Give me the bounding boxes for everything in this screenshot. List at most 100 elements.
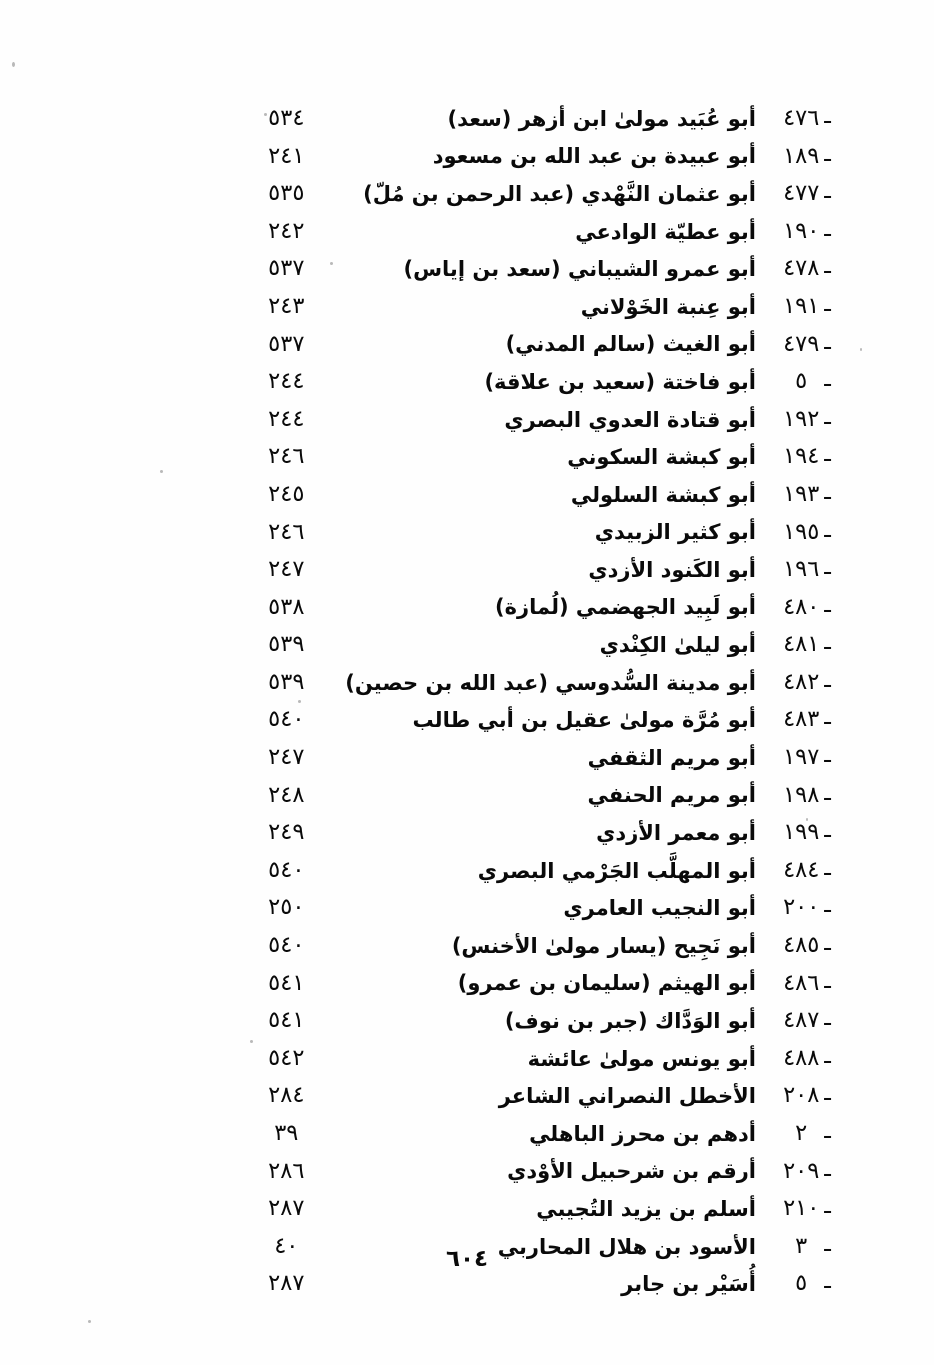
entry-dash: ـ bbox=[824, 478, 831, 505]
entry-dash: ـ bbox=[824, 215, 831, 242]
entry-dash: ـ bbox=[824, 1230, 831, 1257]
entry-number-cell: ـ٢٠٠ bbox=[756, 889, 860, 927]
entry-page-number: ٢٤٦ bbox=[268, 518, 305, 545]
entry-dash: ـ bbox=[824, 854, 831, 881]
entry-number: ١٩١ bbox=[783, 292, 820, 319]
index-row: ـ٤٧٦ أبو عُبَيد مولىٰ ابن أزهر (سعد) ٥٣٤ bbox=[227, 100, 860, 138]
index-row: ـ٥ أبو فاختة (سعيد بن علاقة) ٢٤٤ bbox=[227, 363, 860, 401]
entry-name: أبو عمرو الشيباني (سعد بن إياس) bbox=[403, 257, 756, 282]
entry-number: ١٩٤ bbox=[783, 443, 820, 470]
index-row: ـ٤٨٠ أبو لَبِيد الجهضمي (لُمازة) ٥٣٨ bbox=[227, 589, 860, 627]
entry-dash: ـ bbox=[824, 779, 831, 806]
entry-number-cell: ـ١٩٦ bbox=[756, 551, 860, 589]
entry-dash: ـ bbox=[824, 1155, 831, 1182]
entry-name: أبو الوَدَّاك (جبر بن نوف) bbox=[504, 1009, 756, 1034]
entry-number: ١٩٦ bbox=[783, 556, 820, 583]
entry-name: أبو مريم الثقفي bbox=[587, 745, 756, 770]
entry-number: ٢٠٨ bbox=[783, 1082, 820, 1109]
entry-dash: ـ bbox=[824, 1118, 831, 1145]
entry-page-number: ٢٤٧ bbox=[268, 744, 305, 771]
entry-dash: ـ bbox=[824, 967, 831, 994]
entry-number-cell: ـ١٩٤ bbox=[756, 438, 860, 476]
entry-number: ٢١٠ bbox=[783, 1195, 820, 1222]
entry-name: أبو لَبِيد الجهضمي (لُمازة) bbox=[495, 595, 756, 620]
entry-name: أبو كبشة السلولي bbox=[570, 482, 756, 507]
entry-number: ٢٠٩ bbox=[783, 1157, 820, 1184]
entry-number-cell: ـ٤٧٨ bbox=[756, 250, 860, 288]
entry-page-number: ٢٤٩ bbox=[268, 819, 305, 846]
entry-number: ١٩٥ bbox=[783, 518, 820, 545]
entry-number: ٤٨٣ bbox=[783, 706, 820, 733]
index-row: ـ١٩١ أبو عِنبة الخَوْلاني ٢٤٣ bbox=[227, 288, 860, 326]
entry-name: أسلم بن يزيد التُجيبي bbox=[536, 1196, 756, 1221]
entry-page-number: ٥٤٠ bbox=[268, 856, 305, 883]
index-row: ـ٤٨٧ أبو الوَدَّاك (جبر بن نوف) ٥٤١ bbox=[227, 1002, 860, 1040]
index-row: ـ٤٧٧ أبو عثمان النَّهْدي (عبد الرحمن بن م… bbox=[227, 175, 860, 213]
entry-name: أبو عطيّة الوادعي bbox=[575, 219, 756, 244]
index-row: ـ٤٧٨ أبو عمرو الشيباني (سعد بن إياس) ٥٣٧ bbox=[227, 250, 860, 288]
entry-number: ٤٧٦ bbox=[783, 104, 820, 131]
entry-number: ٤٨١ bbox=[783, 631, 820, 658]
entry-page-number: ٥٣٩ bbox=[268, 631, 305, 658]
entry-number-cell: ـ٢١٠ bbox=[756, 1190, 860, 1228]
entry-name: أبو قتادة العدوي البصري bbox=[504, 407, 756, 432]
index-row: ـ٢٠٨ الأخطل النصراني الشاعر ٢٨٤ bbox=[227, 1077, 860, 1115]
entry-name: أبو نَجِيح (يسار مولىٰ الأخنس) bbox=[451, 933, 756, 958]
index-row: ـ٤٨٥ أبو نَجِيح (يسار مولىٰ الأخنس) ٥٤٠ bbox=[227, 927, 860, 965]
entry-name: أبو الغيث (سالم المدني) bbox=[505, 332, 756, 357]
page-number: ٦٠٤ bbox=[445, 1246, 489, 1272]
entry-number: ١٩٨ bbox=[783, 781, 820, 808]
entry-number: ٤٨٤ bbox=[783, 856, 820, 883]
entry-number: ٤٨٠ bbox=[783, 593, 820, 620]
entry-number-cell: ـ١٩٠ bbox=[756, 213, 860, 251]
entry-dash: ـ bbox=[824, 817, 831, 844]
entry-number-cell: ـ١٩٩ bbox=[756, 814, 860, 852]
entry-name: أبو عِنبة الخَوْلاني bbox=[580, 294, 756, 319]
index-row: ـ٢٠٠ أبو النجيب العامري ٢٥٠ bbox=[227, 889, 860, 927]
entry-number-cell: ـ١٩٢ bbox=[756, 401, 860, 439]
entry-number-cell: ـ٣ bbox=[756, 1228, 860, 1266]
entry-page-number: ٥٣٥ bbox=[268, 180, 305, 207]
entry-name: أبو مريم الحنفي bbox=[587, 783, 756, 808]
entry-dash: ـ bbox=[824, 1042, 831, 1069]
index-row: ـ٤٨٣ أبو مُرَّة مولىٰ عقيل بن أبي طالب ٥٤٠ bbox=[227, 702, 860, 740]
entry-number: ٤٧٨ bbox=[783, 255, 820, 282]
index-row: ـ١٩٧ أبو مريم الثقفي ٢٤٧ bbox=[227, 739, 860, 777]
entry-number: ١٩٠ bbox=[783, 217, 820, 244]
entry-number: ٤٧٩ bbox=[783, 330, 820, 357]
entry-dash: ـ bbox=[824, 178, 831, 205]
entry-number: ٢٠٠ bbox=[783, 894, 820, 921]
entry-dash: ـ bbox=[824, 366, 831, 393]
entry-page-number: ٤٠ bbox=[274, 1232, 299, 1259]
entry-dash: ـ bbox=[824, 328, 831, 355]
index-row: ـ٥ أُسَيْر بن جابر ٢٨٧ bbox=[227, 1265, 860, 1303]
entry-page-number: ٥٤١ bbox=[268, 969, 305, 996]
entry-name: أبو كثير الزبيدي bbox=[594, 520, 756, 545]
index-row: ـ٢ أدهم بن محرز الباهلي ٣٩ bbox=[227, 1115, 860, 1153]
index-row: ـ٤٧٩ أبو الغيث (سالم المدني) ٥٣٧ bbox=[227, 326, 860, 364]
entry-dash: ـ bbox=[824, 591, 831, 618]
entry-page-number: ٢٤٨ bbox=[268, 781, 305, 808]
index-row: ـ١٩٦ أبو الكَنود الأزدي ٢٤٧ bbox=[227, 551, 860, 589]
entry-number: ٥ bbox=[795, 1270, 808, 1297]
entry-number-cell: ـ٤٨٦ bbox=[756, 965, 860, 1003]
entry-number-cell: ـ١٩٨ bbox=[756, 777, 860, 815]
index-row: ـ٢٠٩ أرقم بن شرحبيل الأوْدي ٢٨٦ bbox=[227, 1153, 860, 1191]
entry-dash: ـ bbox=[824, 554, 831, 581]
entry-name: أبو النجيب العامري bbox=[563, 896, 756, 921]
index-row: ـ١٩٨ أبو مريم الحنفي ٢٤٨ bbox=[227, 777, 860, 815]
entry-number: ١٩٣ bbox=[783, 480, 820, 507]
entry-page-number: ٢٤٦ bbox=[268, 443, 305, 470]
entry-number-cell: ـ٤٧٦ bbox=[756, 100, 860, 138]
entry-name: أبو مُرَّة مولىٰ عقيل بن أبي طالب bbox=[412, 708, 756, 733]
entry-page-number: ٥٤٢ bbox=[268, 1044, 305, 1071]
entry-name: أبو الهيثم (سليمان بن عمرو) bbox=[457, 971, 756, 996]
index-row: ـ٤٨٢ أبو مدينة السُّدوسي (عبد الله بن حصي… bbox=[227, 664, 860, 702]
entry-name: أبو كبشة السكوني bbox=[567, 445, 756, 470]
entry-name: أُسَيْر بن جابر bbox=[621, 1272, 756, 1297]
entry-number-cell: ـ٥ bbox=[756, 363, 860, 401]
entry-dash: ـ bbox=[824, 290, 831, 317]
entry-dash: ـ bbox=[824, 441, 831, 468]
entry-number-cell: ـ٢ bbox=[756, 1115, 860, 1153]
entry-number: ٢ bbox=[795, 1120, 808, 1147]
